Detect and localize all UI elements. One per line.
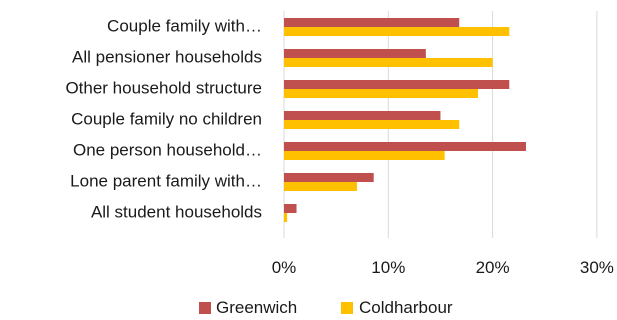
legend: Greenwich Coldharbour bbox=[199, 298, 453, 317]
bar-greenwich-3 bbox=[284, 111, 441, 120]
category-label: All student households bbox=[91, 202, 262, 221]
bar-greenwich-1 bbox=[284, 49, 426, 58]
bar-greenwich-2 bbox=[284, 80, 510, 89]
x-tick-label: 30% bbox=[580, 258, 614, 277]
bar-coldharbour-0 bbox=[284, 27, 510, 36]
x-tick-label: 20% bbox=[476, 258, 510, 277]
bar-greenwich-4 bbox=[284, 142, 526, 151]
legend-swatch-coldharbour bbox=[341, 302, 353, 314]
category-label: All pensioner households bbox=[72, 47, 262, 66]
x-tick-label: 10% bbox=[371, 258, 405, 277]
bar-coldharbour-1 bbox=[284, 58, 493, 67]
legend-swatch-greenwich bbox=[199, 302, 211, 314]
legend-label-coldharbour: Coldharbour bbox=[359, 298, 453, 317]
category-label: Lone parent family with… bbox=[70, 171, 262, 190]
category-labels: Couple family with… All pensioner househo… bbox=[65, 16, 262, 221]
category-label: Couple family no children bbox=[71, 109, 262, 128]
bar-coldharbour-4 bbox=[284, 151, 445, 160]
legend-label-greenwich: Greenwich bbox=[216, 298, 297, 317]
bar-coldharbour-6 bbox=[284, 213, 288, 222]
category-label: One person household… bbox=[73, 140, 262, 159]
bar-coldharbour-5 bbox=[284, 182, 358, 191]
bar-greenwich-0 bbox=[284, 18, 460, 27]
category-label: Other household structure bbox=[65, 78, 262, 97]
category-label: Couple family with… bbox=[107, 16, 262, 35]
bar-coldharbour-3 bbox=[284, 120, 460, 129]
bar-coldharbour-2 bbox=[284, 89, 478, 98]
bar-greenwich-5 bbox=[284, 173, 374, 182]
x-tick-labels: 0% 10% 20% 30% bbox=[272, 258, 614, 277]
bar-greenwich-6 bbox=[284, 204, 297, 213]
bars bbox=[284, 18, 526, 222]
x-tick-label: 0% bbox=[272, 258, 297, 277]
